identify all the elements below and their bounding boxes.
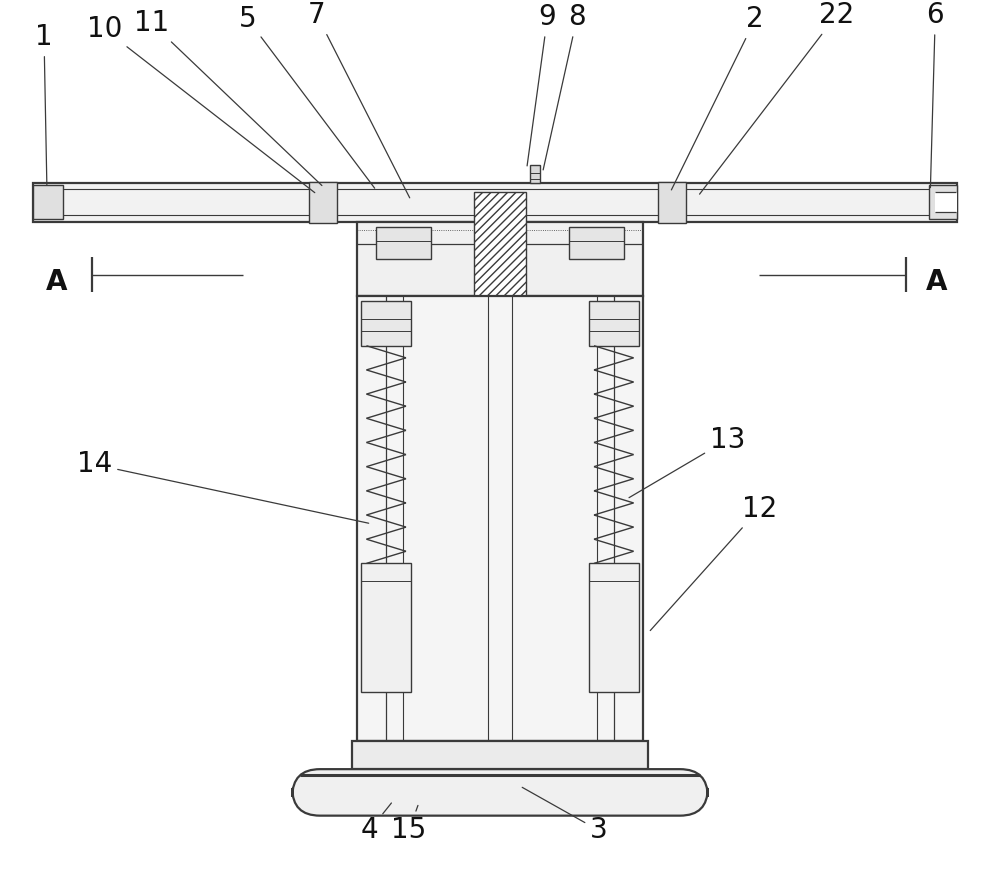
Text: 3: 3 [522, 788, 608, 844]
Bar [33, 182, 957, 223]
Bar [474, 193, 526, 316]
Bar [361, 301, 411, 346]
Text: 7: 7 [308, 2, 410, 198]
Bar [33, 186, 63, 219]
Text: 8: 8 [543, 4, 586, 170]
Text: 12: 12 [650, 495, 777, 631]
Text: 11: 11 [134, 10, 322, 186]
Text: 5: 5 [239, 5, 375, 188]
Text: 14: 14 [77, 450, 369, 523]
Bar [357, 223, 643, 296]
Text: 2: 2 [671, 5, 764, 190]
Text: 6: 6 [926, 2, 944, 187]
FancyBboxPatch shape [292, 769, 708, 816]
Bar [361, 563, 411, 692]
Bar [569, 227, 624, 258]
Bar [357, 296, 643, 741]
Text: 1: 1 [35, 23, 53, 185]
Bar [929, 186, 957, 219]
Text: 10: 10 [87, 15, 315, 193]
Text: 9: 9 [527, 4, 556, 166]
Text: A: A [925, 268, 947, 296]
Text: 22: 22 [700, 2, 854, 194]
Text: 15: 15 [391, 805, 427, 844]
Bar [589, 563, 639, 692]
Text: 4: 4 [361, 803, 391, 844]
Bar [935, 193, 957, 212]
Bar [309, 181, 337, 223]
Bar [589, 301, 639, 346]
Bar [530, 165, 540, 182]
Text: A: A [46, 268, 68, 296]
Bar [658, 181, 686, 223]
Bar [478, 316, 522, 741]
Text: 13: 13 [629, 426, 745, 498]
Bar [376, 227, 431, 258]
Bar [352, 741, 648, 769]
